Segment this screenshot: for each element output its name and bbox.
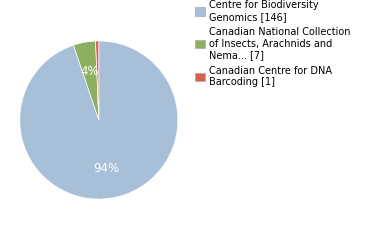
Wedge shape [96, 41, 99, 120]
Text: 94%: 94% [94, 162, 120, 175]
Wedge shape [20, 41, 178, 199]
Wedge shape [73, 41, 99, 120]
Legend: Centre for Biodiversity
Genomics [146], Canadian National Collection
of Insects,: Centre for Biodiversity Genomics [146], … [195, 0, 351, 87]
Text: 4%: 4% [81, 65, 99, 78]
